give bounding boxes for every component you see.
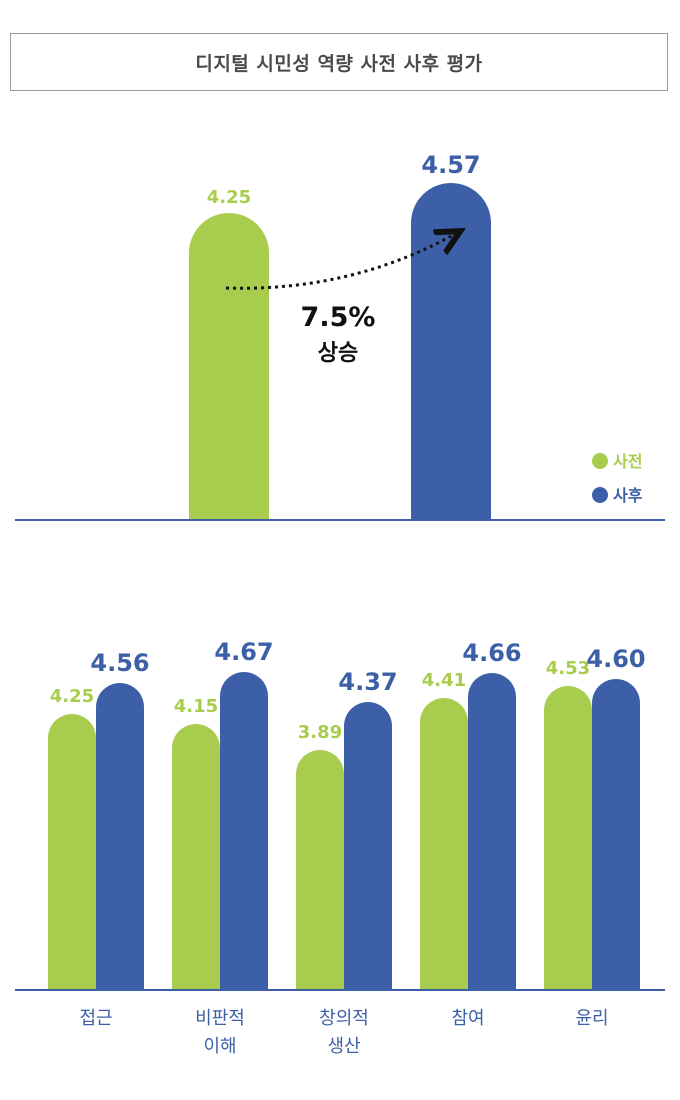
- value-label-post-0: 4.56: [90, 649, 149, 677]
- increase-text-label: 상승: [318, 341, 358, 366]
- bar-post-4: [592, 679, 640, 990]
- increase-percent-label: 7.5%: [301, 302, 376, 333]
- value-label-post-4: 4.60: [586, 645, 645, 673]
- top-bar-post: [411, 183, 491, 520]
- bar-post-0: [96, 683, 144, 990]
- bar-pre-1: [172, 724, 220, 990]
- legend-marker-1: [592, 487, 608, 503]
- chart-title: 디지털 시민성 역량 사전 사후 평가: [195, 52, 483, 75]
- top-value-label-pre: 4.25: [207, 187, 251, 208]
- bar-post-3: [468, 673, 516, 990]
- category-label-3-0: 참여: [451, 1008, 484, 1029]
- legend-marker-0: [592, 453, 608, 469]
- category-label-0-0: 접근: [79, 1008, 112, 1029]
- top-value-label-post: 4.57: [421, 151, 480, 179]
- category-label-2-1: 생산: [327, 1036, 360, 1057]
- category-label-1-1: 이해: [203, 1036, 236, 1057]
- value-label-pre-2: 3.89: [298, 722, 342, 743]
- value-label-pre-3: 4.41: [422, 670, 466, 691]
- bar-pre-2: [296, 750, 344, 990]
- top-bar-pre: [189, 213, 269, 520]
- value-label-post-3: 4.66: [462, 639, 521, 667]
- bar-pre-3: [420, 698, 468, 990]
- category-label-1-0: 비판적: [195, 1008, 245, 1029]
- value-label-pre-4: 4.53: [546, 658, 590, 679]
- bar-post-2: [344, 702, 392, 990]
- value-label-pre-1: 4.15: [174, 696, 218, 717]
- legend-label-1: 사후: [613, 486, 643, 505]
- increase-arrow: [225, 234, 455, 290]
- category-label-4-0: 윤리: [575, 1008, 608, 1029]
- bar-post-1: [220, 672, 268, 990]
- category-label-2-0: 창의적: [319, 1008, 369, 1029]
- value-label-post-1: 4.67: [214, 638, 273, 666]
- bar-pre-0: [48, 714, 96, 990]
- legend-label-0: 사전: [613, 452, 642, 471]
- value-label-pre-0: 4.25: [50, 686, 94, 707]
- bar-pre-4: [544, 686, 592, 990]
- value-label-post-2: 4.37: [338, 668, 397, 696]
- chart-title-box: 디지털 시민성 역량 사전 사후 평가: [10, 33, 668, 91]
